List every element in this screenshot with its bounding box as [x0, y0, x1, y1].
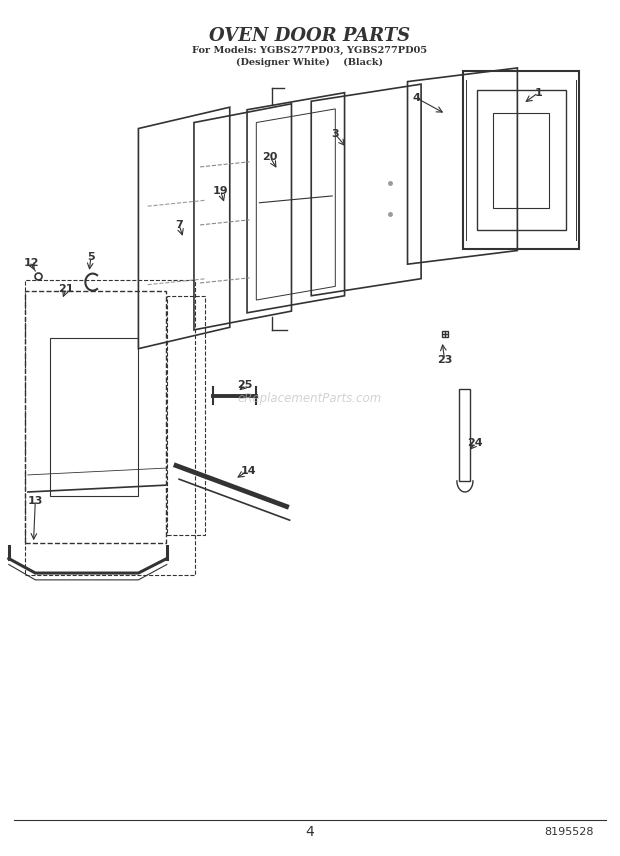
Bar — [477, 90, 565, 230]
Text: 4: 4 — [412, 92, 420, 103]
Bar — [25, 292, 166, 544]
Text: 23: 23 — [437, 354, 452, 365]
Bar — [459, 389, 471, 481]
Bar — [167, 296, 205, 535]
Text: 5: 5 — [87, 253, 95, 262]
Text: OVEN DOOR PARTS: OVEN DOOR PARTS — [210, 27, 410, 45]
Text: 4: 4 — [306, 825, 314, 840]
Text: 19: 19 — [213, 186, 228, 196]
Text: 21: 21 — [58, 284, 74, 294]
Text: 1: 1 — [534, 87, 542, 98]
Text: 7: 7 — [175, 220, 183, 230]
Text: 14: 14 — [241, 466, 256, 476]
Text: (Designer White)    (Black): (Designer White) (Black) — [236, 58, 384, 68]
Text: 3: 3 — [331, 128, 339, 139]
Text: 20: 20 — [262, 152, 278, 162]
Text: 25: 25 — [237, 380, 253, 390]
Bar — [463, 71, 579, 249]
Text: For Models: YGBS277PD03, YGBS277PD05: For Models: YGBS277PD03, YGBS277PD05 — [192, 46, 428, 56]
Text: eReplacementParts.com: eReplacementParts.com — [238, 392, 382, 405]
Bar — [493, 113, 549, 207]
Bar — [50, 338, 138, 496]
Bar — [25, 281, 195, 574]
Text: 8195528: 8195528 — [544, 828, 594, 837]
Text: 13: 13 — [28, 496, 43, 506]
Text: 12: 12 — [24, 259, 39, 268]
Text: 24: 24 — [467, 438, 483, 449]
